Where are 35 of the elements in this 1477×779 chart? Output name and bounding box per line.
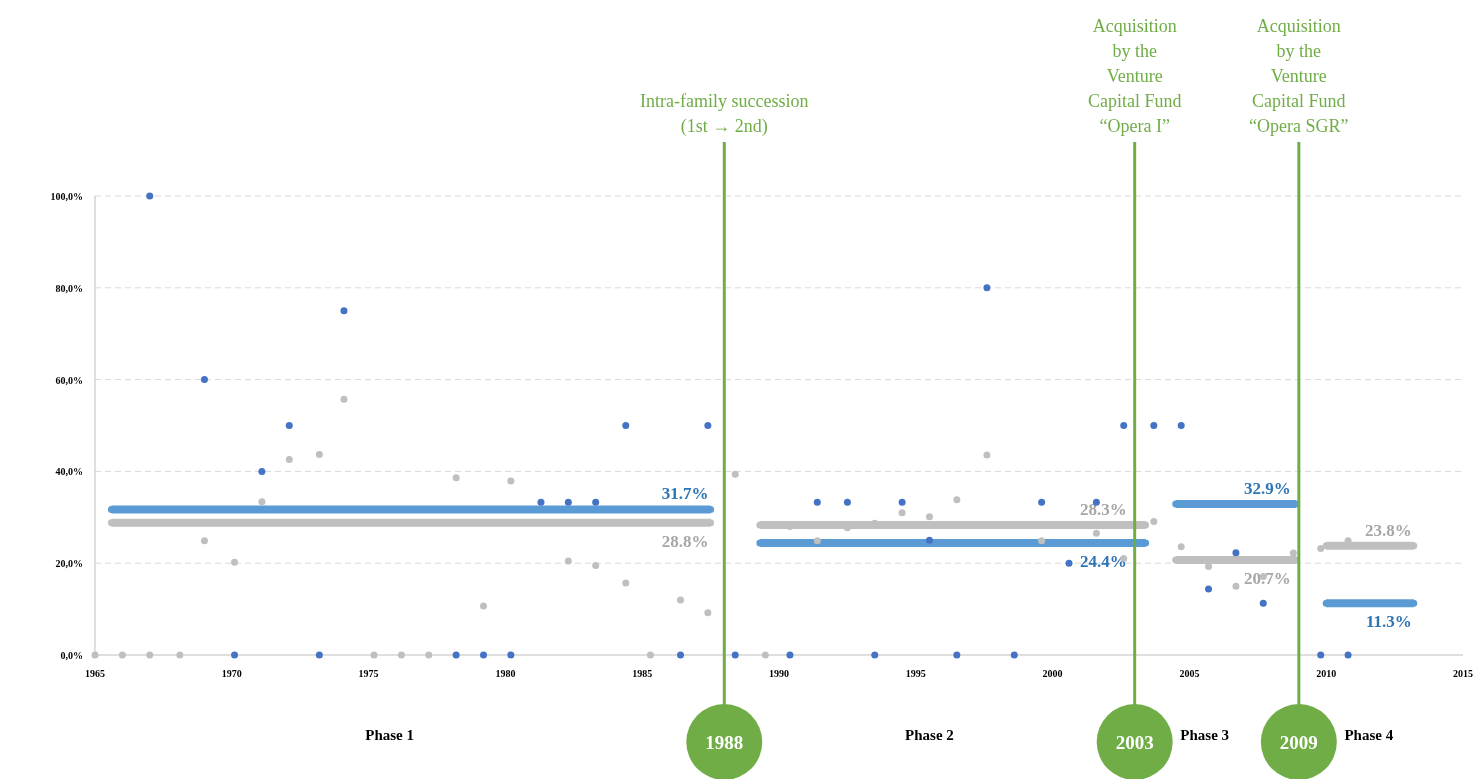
text: Phase 4 [1344, 727, 1394, 743]
ref-line-label: 2003 [1115, 732, 1154, 753]
x-tick-label: 1975 [358, 668, 379, 679]
data-label: 11.3% [1365, 612, 1412, 632]
ref-line-label: 2009 [1279, 732, 1318, 753]
x-tick-label: 1995 [905, 668, 926, 679]
text: Phase 3 [1180, 727, 1230, 743]
x-tick-label: 2010 [1316, 668, 1337, 679]
text: Acquisition by the Venture Capital Fund “Opera SGR” [1249, 16, 1349, 136]
y-tick-label: 60,0% [55, 374, 83, 386]
text: Acquisition by the Venture Capital Fund “Opera I” [1087, 16, 1182, 136]
y-tick-label: 0,0% [60, 650, 83, 661]
data-label: 24.4% [1079, 552, 1127, 571]
y-tick-label: 100,0% [50, 191, 83, 202]
x-tick-label: 2005 [1179, 668, 1200, 679]
x-tick-label: 2000 [1042, 668, 1063, 679]
data-label: 31.7% [661, 484, 709, 504]
data-label: 32.9% [1244, 478, 1291, 498]
y-tick-label: 40,0% [55, 466, 83, 478]
text: Intra-family succession (1st → 2nd) [640, 91, 809, 137]
data-label: 23.8% [1365, 520, 1412, 540]
data-label: 28.8% [661, 531, 709, 551]
x-tick-label: 2015 [1453, 668, 1473, 679]
x-tick-label: 1965 [85, 668, 105, 679]
text: Phase 2 [905, 727, 954, 743]
text: Phase 1 [365, 727, 415, 743]
x-tick-label: 1970 [221, 668, 242, 679]
x-tick-label: 1980 [495, 668, 516, 679]
y-tick-label: 20,0% [55, 558, 83, 570]
ref-line-label: 1988 [705, 732, 744, 753]
data-label: 20.7% [1244, 568, 1291, 588]
y-tick-label: 80,0% [55, 282, 83, 294]
x-tick-label: 1985 [632, 668, 653, 679]
x-tick-label: 1990 [769, 668, 789, 679]
data-label: 28.3% [1079, 500, 1127, 520]
